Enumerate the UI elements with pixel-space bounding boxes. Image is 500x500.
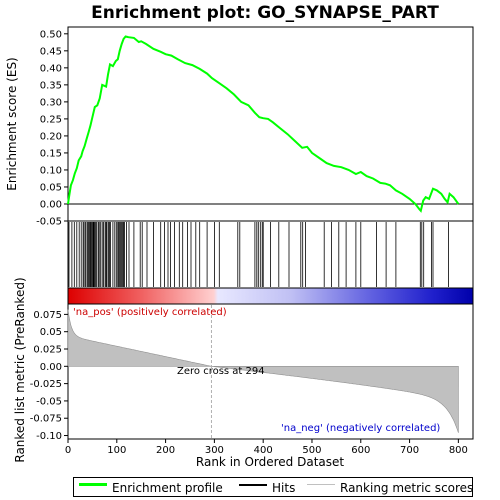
x-tick-label: 500 [302, 445, 321, 456]
es-y-tick-label: 0.45 [40, 46, 62, 57]
es-y-tick-label: 0.35 [40, 80, 62, 91]
legend-profile-label: Enrichment profile [112, 481, 223, 495]
legend-metric-swatch [307, 484, 335, 485]
metric-y-tick-label: -0.025 [30, 379, 62, 390]
metric-y-tick-label: -0.05 [36, 396, 62, 407]
es-y-tick-label: 0.05 [40, 182, 62, 193]
metric-y-tick-label: -0.075 [30, 414, 62, 425]
metric-panel: -0.10 -0.075 -0.05 -0.025 0.00 0.025 0.05 0.075… [13, 277, 474, 463]
es-y-axis: -0.05 0.00 0.05 0.10 0.15 0.20 0.25 0.30 0.35 0.4… [36, 29, 68, 228]
x-tick-label: 400 [254, 445, 273, 456]
legend: Enrichment profile Hits Ranking metric s… [73, 477, 473, 497]
legend-hits-swatch [239, 484, 267, 486]
x-tick-label: 100 [107, 445, 126, 456]
x-tick-label: 700 [400, 445, 419, 456]
enrichment-profile-line [67, 35, 460, 213]
x-tick-label: 200 [156, 445, 175, 456]
es-y-tick-label: 0.15 [40, 148, 62, 159]
x-tick-label: 0 [65, 445, 71, 456]
es-y-tick-label: 0.25 [40, 114, 62, 125]
hits-panel [67, 220, 474, 289]
metric-y-tick-label: -0.10 [36, 431, 62, 442]
es-y-tick-label: 0.40 [40, 63, 62, 74]
rank-color-bar [67, 287, 474, 305]
x-tick-label: 600 [351, 445, 370, 456]
es-panel: -0.05 0.00 0.05 0.10 0.15 0.20 0.25 0.30 0.35 0.4… [5, 26, 474, 228]
positive-correlation-label: 'na_pos' (positively correlated) [73, 307, 227, 318]
legend-metric-label: Ranking metric scores [340, 481, 474, 495]
metric-y-tick-label: 0.05 [40, 327, 62, 338]
negative-correlation-label: 'na_neg' (negatively correlated) [281, 423, 440, 434]
metric-y-axis-label: Ranked list metric (PreRanked) [13, 277, 27, 462]
legend-hits-label: Hits [272, 481, 296, 495]
metric-y-axis: -0.10 -0.075 -0.05 -0.025 0.00 0.025 0.05 0.075 [30, 310, 68, 442]
es-y-tick-label: 0.30 [40, 97, 62, 108]
es-y-tick-label: 0.20 [40, 131, 62, 142]
hit-markers [68, 222, 450, 287]
metric-y-tick-label: 0.075 [33, 310, 62, 321]
es-y-tick-label: -0.05 [36, 217, 62, 228]
x-tick-label: 300 [205, 445, 224, 456]
zero-cross-label: Zero cross at 294 [177, 366, 265, 377]
es-y-tick-label: 0.50 [40, 29, 62, 40]
es-panel-frame [67, 26, 474, 222]
metric-y-tick-label: 0.025 [33, 345, 62, 356]
es-y-tick-label: 0.10 [40, 165, 62, 176]
ranking-metric-area [67, 309, 459, 433]
chart-title: Enrichment plot: GO_SYNAPSE_PART [91, 3, 439, 23]
es-y-axis-label: Enrichment score (ES) [5, 57, 19, 190]
x-tick-label: 800 [449, 445, 468, 456]
es-y-tick-label: 0.00 [40, 199, 62, 210]
x-axis: 0 100 200 300 400 500 600 700 800 [65, 439, 468, 456]
legend-profile-swatch [79, 483, 107, 486]
x-axis-label: Rank in Ordered Dataset [196, 455, 344, 469]
metric-y-tick-label: 0.00 [40, 362, 62, 373]
